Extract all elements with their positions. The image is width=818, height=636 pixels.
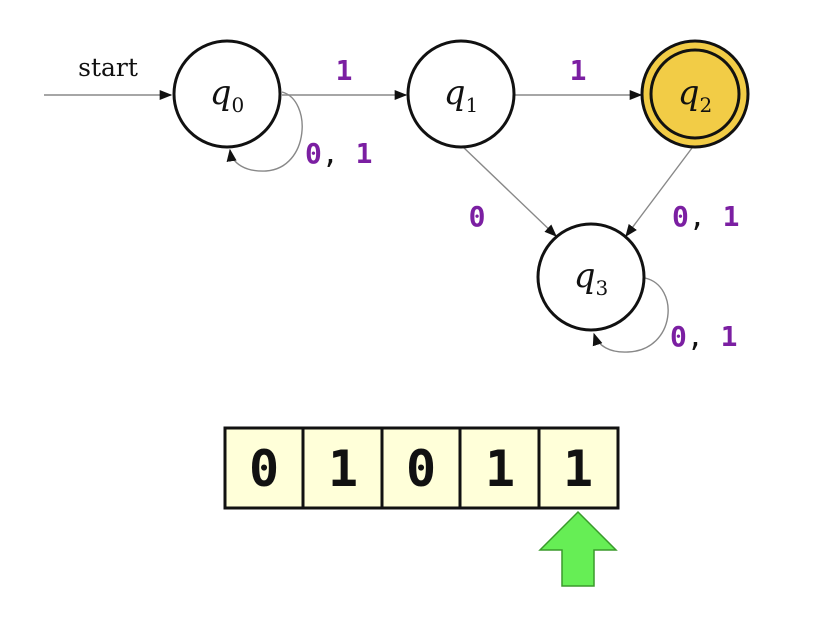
edge-q0-q0 bbox=[226, 91, 303, 172]
tape-cell: 0 bbox=[406, 440, 436, 498]
edge-label-q1-q2: 1 bbox=[570, 54, 587, 87]
state-q3-subscript: 3 bbox=[596, 276, 609, 300]
edge-label-separator: , bbox=[687, 320, 721, 353]
state-q2-subscript: 2 bbox=[700, 93, 713, 117]
edge-label-q2-q3: 0, 1 bbox=[672, 200, 739, 233]
edge-label-q2-q3-symbol-1: 1 bbox=[723, 200, 740, 233]
state-q3-name: q bbox=[574, 256, 596, 296]
edge-label-q1-q3: 0 bbox=[469, 200, 486, 233]
edge-label-q0-q0-symbol-0: 0 bbox=[305, 137, 322, 170]
edge-label-q0-q0-symbol-1: 1 bbox=[356, 137, 373, 170]
svg-text:q1: q1 bbox=[444, 73, 479, 117]
state-q2-accepting: q2 bbox=[640, 39, 750, 149]
edge-label-separator: , bbox=[689, 200, 723, 233]
state-q1: q1 bbox=[406, 39, 516, 149]
svg-text:q0: q0 bbox=[210, 73, 245, 117]
tape-cell-current: 1 bbox=[563, 440, 593, 498]
tape-cell: 1 bbox=[328, 440, 358, 498]
state-q1-name: q bbox=[444, 73, 466, 113]
tape-cell: 0 bbox=[249, 440, 279, 498]
edge-label-q3-q3-symbol-0: 0 bbox=[670, 320, 687, 353]
edge-label-q0-q1: 1 bbox=[336, 54, 353, 87]
edge-label-q2-q3-symbol-0: 0 bbox=[672, 200, 689, 233]
svg-text:q2: q2 bbox=[678, 73, 713, 117]
tape-cell: 1 bbox=[485, 440, 515, 498]
edge-q3-q3 bbox=[592, 277, 669, 353]
start-label: start bbox=[78, 53, 138, 82]
state-q3: q3 bbox=[536, 222, 646, 332]
tape-head-arrow-icon bbox=[538, 510, 618, 587]
input-tape: 0 1 0 1 1 bbox=[223, 426, 620, 510]
state-q1-subscript: 1 bbox=[466, 93, 479, 117]
edge-q1-q3 bbox=[461, 145, 557, 237]
edge-label-q3-q3: 0, 1 bbox=[670, 320, 737, 353]
edge-label-q0-q0: 0, 1 bbox=[305, 137, 372, 170]
state-q0-subscript: 0 bbox=[232, 93, 245, 117]
svg-text:q3: q3 bbox=[574, 256, 609, 300]
edge-q2-q3 bbox=[625, 147, 693, 238]
state-q0-name: q bbox=[210, 73, 232, 113]
state-q2-name: q bbox=[678, 73, 700, 113]
edge-label-separator: , bbox=[322, 137, 356, 170]
state-q0: q0 bbox=[172, 39, 282, 149]
edge-label-q3-q3-symbol-1: 1 bbox=[721, 320, 738, 353]
